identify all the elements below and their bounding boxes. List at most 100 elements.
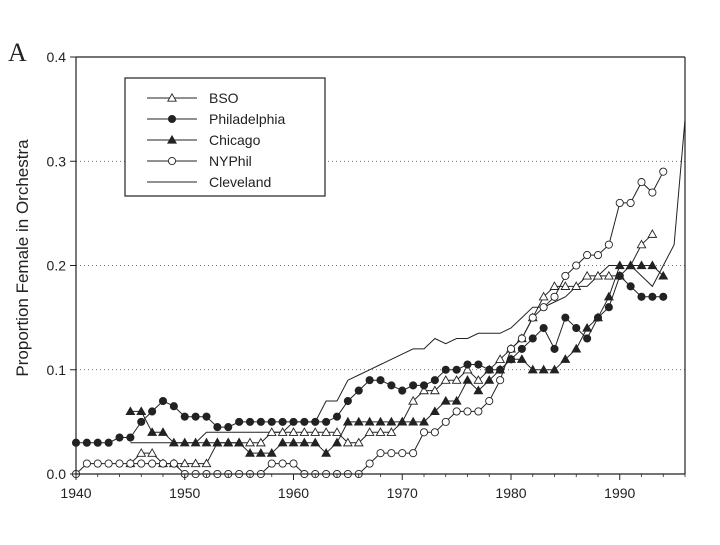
point-nyphil <box>452 407 461 416</box>
point-chicago <box>603 291 614 301</box>
point-philadelphia <box>115 433 124 442</box>
point-philadelphia <box>322 417 331 426</box>
point-philadelphia <box>256 417 265 426</box>
point-philadelphia <box>137 417 146 426</box>
legend-label-chicago: Chicago <box>209 132 261 148</box>
point-nyphil <box>365 459 374 468</box>
series-line-chicago <box>130 265 664 454</box>
x-tick-label: 1950 <box>169 485 200 501</box>
point-philadelphia <box>332 412 342 421</box>
point-chicago <box>560 354 571 363</box>
legend-marker-bso <box>167 92 177 102</box>
point-nyphil <box>637 178 646 187</box>
point-bso <box>386 427 397 436</box>
point-nyphil <box>615 198 624 207</box>
point-philadelphia <box>583 334 592 343</box>
point-chicago <box>516 354 527 363</box>
point-philadelphia <box>365 376 374 385</box>
point-chicago <box>299 437 310 447</box>
point-chicago <box>158 427 168 436</box>
point-chicago <box>484 375 495 384</box>
point-bso <box>636 239 647 249</box>
point-chicago <box>495 364 506 374</box>
x-tick-label: 1970 <box>387 485 418 501</box>
point-bso <box>440 375 451 384</box>
point-philadelphia <box>528 334 537 343</box>
point-bso <box>582 270 593 280</box>
point-philadelphia <box>235 417 244 426</box>
point-chicago <box>136 406 147 416</box>
point-bso <box>342 437 353 447</box>
point-chicago <box>571 343 582 353</box>
legend-label-bso: BSO <box>209 90 239 106</box>
point-philadelphia <box>452 365 461 374</box>
point-bso <box>603 270 614 280</box>
point-chicago <box>266 448 277 457</box>
point-philadelphia <box>539 323 548 333</box>
legend-marker-philadelphia <box>167 114 177 124</box>
point-philadelphia <box>485 365 494 374</box>
point-nyphil <box>572 261 581 270</box>
point-chicago <box>386 416 397 426</box>
point-bso <box>332 427 342 436</box>
point-bso <box>408 395 419 405</box>
point-chicago <box>288 437 299 447</box>
y-tick-label: 0.4 <box>47 49 67 65</box>
point-philadelphia <box>604 303 613 312</box>
point-nyphil <box>659 167 668 176</box>
point-philadelphia <box>430 376 439 385</box>
point-chicago <box>658 270 669 280</box>
point-bso <box>647 229 658 238</box>
point-philadelphia <box>398 386 407 395</box>
point-philadelphia <box>278 417 287 426</box>
point-chicago <box>462 375 473 384</box>
point-nyphil <box>115 459 124 468</box>
y-tick-label: 0.3 <box>47 153 67 169</box>
point-nyphil <box>398 449 407 458</box>
point-philadelphia <box>517 344 526 353</box>
point-bso <box>593 270 603 280</box>
point-bso <box>549 281 560 290</box>
point-nyphil <box>539 303 548 312</box>
point-philadelphia <box>409 381 418 390</box>
x-tick-label: 1990 <box>604 485 635 501</box>
point-bso <box>451 375 462 384</box>
point-nyphil <box>126 459 135 468</box>
point-chicago <box>636 260 647 270</box>
point-chicago <box>429 406 440 416</box>
point-nyphil <box>82 459 91 468</box>
point-chicago <box>614 260 625 270</box>
point-chicago <box>125 406 136 416</box>
point-bso <box>277 427 288 436</box>
point-bso <box>495 354 506 363</box>
point-philadelphia <box>463 360 472 369</box>
point-chicago <box>538 364 549 374</box>
point-bso <box>245 437 255 447</box>
point-philadelphia <box>169 402 178 411</box>
legend-marker-chicago <box>167 134 177 144</box>
point-chicago <box>419 416 429 426</box>
point-philadelphia <box>354 386 363 395</box>
point-philadelphia <box>82 438 91 447</box>
point-nyphil <box>593 251 603 260</box>
point-chicago <box>506 354 516 363</box>
point-chicago <box>625 260 636 270</box>
point-chicago <box>234 437 245 447</box>
point-chicago <box>408 416 419 426</box>
point-philadelphia <box>572 323 581 333</box>
point-nyphil <box>376 449 385 458</box>
point-philadelphia <box>126 433 135 442</box>
point-bso <box>321 427 332 436</box>
point-nyphil <box>289 459 298 468</box>
point-bso <box>538 291 549 301</box>
point-chicago <box>310 437 321 447</box>
series-line-cleveland <box>130 119 686 444</box>
point-chicago <box>212 437 223 447</box>
point-bso <box>353 437 364 447</box>
x-tick-label: 1980 <box>495 485 526 501</box>
point-philadelphia <box>550 344 559 353</box>
point-philadelphia <box>311 417 320 426</box>
point-chicago <box>647 260 658 270</box>
